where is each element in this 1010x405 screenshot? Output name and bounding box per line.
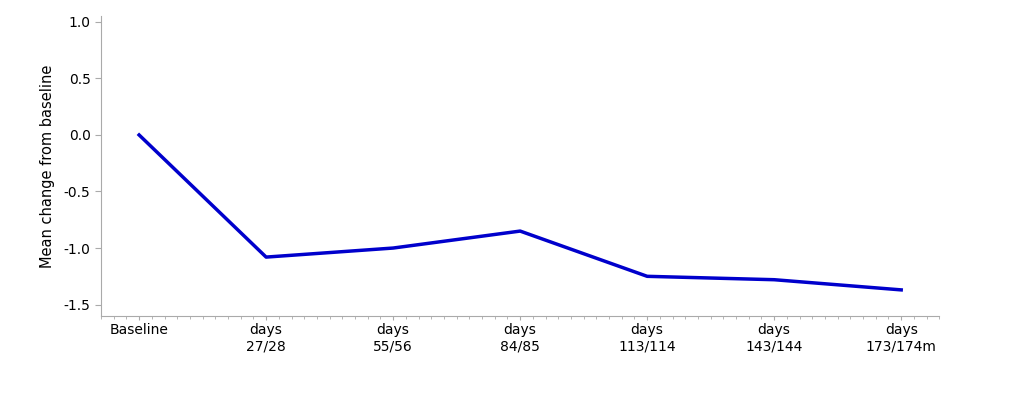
Y-axis label: Mean change from baseline: Mean change from baseline (40, 64, 56, 268)
